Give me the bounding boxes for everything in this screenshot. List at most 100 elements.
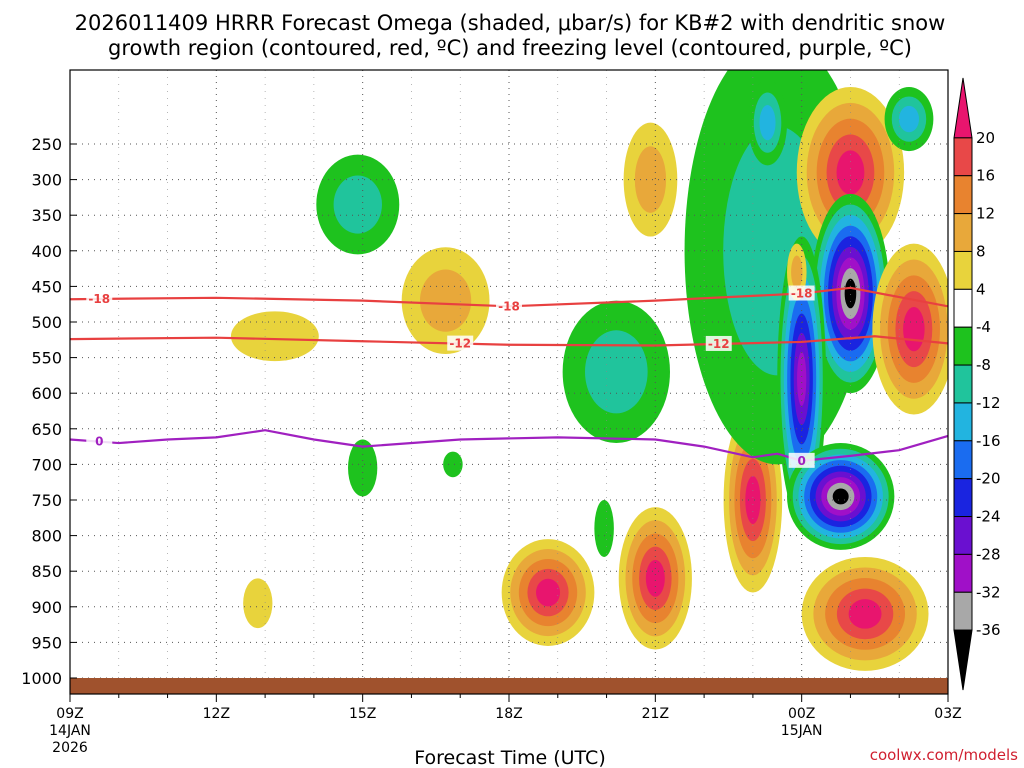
y-tick-label-400: 400 xyxy=(31,242,62,261)
y-axis-ticks: 250 300 350 400 450 500 550 600 650 700 750 800 850 9… xyxy=(21,135,77,688)
dgz-minus18-label-bg xyxy=(788,285,815,301)
omega-blob-2-level-8 xyxy=(419,269,472,332)
y-tick-label-850: 850 xyxy=(31,562,62,581)
dgz-minus12-label: -12 xyxy=(708,337,730,351)
y-tick-label-300: 300 xyxy=(31,171,62,190)
y-tick-label-350: 350 xyxy=(31,206,62,225)
x-tick-label-18Z: 18Z xyxy=(495,706,522,722)
x-tick-year-09Z: 2026 xyxy=(52,740,88,756)
omega-blob-14-level-minus12 xyxy=(759,105,776,141)
omega-shading xyxy=(230,70,948,671)
x-tick-label-15Z: 15Z xyxy=(349,706,376,722)
omega-blob-16-level-minus36 xyxy=(844,278,857,309)
dgz-minus12-contour xyxy=(70,335,948,347)
omega-blob-18-level-minus36 xyxy=(832,488,849,505)
temperature-contours: -18 -18 -18 -12 -12 0 0 xyxy=(70,285,948,468)
colorbar-label-minus8: -8 xyxy=(976,356,991,374)
omega-blob-8-level-minus4 xyxy=(594,499,614,557)
colorbar-label-minus36: -36 xyxy=(976,621,1001,639)
dgz-minus18-label-bg xyxy=(496,298,522,314)
y-tick-label-500: 500 xyxy=(31,313,62,332)
omega-blob-19-level-20 xyxy=(903,306,925,352)
colorbar-swatch-13 xyxy=(953,591,973,631)
colorbar-swatch-10 xyxy=(953,478,973,518)
y-tick-label-650: 650 xyxy=(31,420,62,439)
colorbar-swatch-12 xyxy=(953,553,973,593)
colorbar-swatch-3 xyxy=(953,213,973,252)
colorbar-label-12: 12 xyxy=(976,205,995,223)
colorbar-label-8: 8 xyxy=(976,242,986,260)
colorbar-swatch-top xyxy=(953,77,973,139)
colorbar-swatch-1 xyxy=(953,137,973,177)
colorbar-swatch-4 xyxy=(953,250,973,290)
freezing-level-label-bg xyxy=(788,452,815,468)
x-tick-label-00Z: 00Z xyxy=(788,706,815,722)
x-tick-label-03Z: 03Z xyxy=(934,706,961,722)
colorbar: 20 16 12 8 4 -4 -8 -12 -16 -20 -24 -28 -32 -36 xyxy=(953,77,1001,691)
colorbar-label-16: 16 xyxy=(976,167,995,185)
colorbar-swatch-9 xyxy=(953,440,973,480)
colorbar-label-4: 4 xyxy=(976,280,986,298)
colorbar-swatch-2 xyxy=(953,175,973,215)
freezing-level-contour xyxy=(70,429,948,462)
colorbar-label-minus20: -20 xyxy=(976,470,1001,488)
x-tick-date-00Z: 15JAN xyxy=(781,723,823,739)
x-tick-date-09Z: 14JAN xyxy=(49,723,91,739)
colorbar-swatch-7 xyxy=(953,364,973,404)
ground-surface xyxy=(70,678,948,694)
y-tick-label-950: 950 xyxy=(31,633,62,652)
freezing-level-label: 0 xyxy=(797,454,805,468)
colorbar-swatch-8 xyxy=(953,402,973,442)
omega-blob-10-level-20 xyxy=(645,559,665,597)
colorbar-label-minus24: -24 xyxy=(976,508,1001,526)
omega-blob-11-level-20 xyxy=(745,476,761,524)
dgz-minus18-contour xyxy=(70,286,948,308)
omega-blob-1-level-4 xyxy=(230,311,319,362)
colorbar-swatch-bottom xyxy=(953,629,973,691)
freezing-level-label-bg xyxy=(86,433,113,449)
omega-blob-5-level-minus4 xyxy=(443,451,463,478)
omega-blob-3-level-4 xyxy=(243,578,273,629)
omega-blob-6-level-8 xyxy=(634,146,667,213)
dgz-minus18-label-bg xyxy=(86,290,113,306)
dgz-minus12-label-bg xyxy=(447,335,474,351)
dgz-minus12-label-bg xyxy=(705,335,732,351)
y-tick-label-600: 600 xyxy=(31,384,62,403)
omega-blob-7-level-minus8 xyxy=(584,330,648,414)
omega-blob-4-level-minus4 xyxy=(348,439,378,497)
omega-blob-17-level-minus28 xyxy=(797,352,807,406)
y-tick-label-800: 800 xyxy=(31,527,62,546)
omega-blob-15-level-minus12 xyxy=(898,105,920,133)
omega-blob-9-level-20 xyxy=(536,578,561,607)
y-tick-label-1000: 1000 xyxy=(21,669,62,688)
chart-title-line-2: growth region (contoured, red, ºC) and f… xyxy=(108,36,912,60)
colorbar-swatch-11 xyxy=(953,516,973,555)
colorbar-label-minus28: -28 xyxy=(976,545,1001,563)
freezing-level-label: 0 xyxy=(95,435,103,449)
x-tick-label-21Z: 21Z xyxy=(642,706,669,722)
colorbar-label-minus32: -32 xyxy=(976,583,1001,601)
chart-title-line-1: 2026011409 HRRR Forecast Omega (shaded, … xyxy=(75,11,946,35)
omega-blob-21-level-8 xyxy=(791,255,803,289)
y-tick-label-250: 250 xyxy=(31,135,62,154)
dgz-minus18-label: -18 xyxy=(498,299,520,313)
y-tick-label-900: 900 xyxy=(31,598,62,617)
colorbar-swatch-6 xyxy=(953,326,973,366)
dgz-minus18-label: -18 xyxy=(88,292,110,306)
omega-blob-20-level-20 xyxy=(848,599,882,629)
y-tick-label-750: 750 xyxy=(31,491,62,510)
dgz-minus12-label: -12 xyxy=(449,337,471,351)
colorbar-label-20: 20 xyxy=(976,129,995,147)
y-tick-label-550: 550 xyxy=(31,349,62,368)
credit-text: coolwx.com/models xyxy=(870,746,1018,764)
colorbar-label-minus16: -16 xyxy=(976,432,1001,450)
y-tick-label-450: 450 xyxy=(31,277,62,296)
colorbar-label-minus12: -12 xyxy=(976,394,1001,412)
grid-lines xyxy=(69,70,949,679)
y-tick-label-700: 700 xyxy=(31,455,62,474)
colorbar-label-minus4: -4 xyxy=(976,318,991,336)
x-tick-label-12Z: 12Z xyxy=(203,706,230,722)
colorbar-swatch-5 xyxy=(953,288,973,328)
